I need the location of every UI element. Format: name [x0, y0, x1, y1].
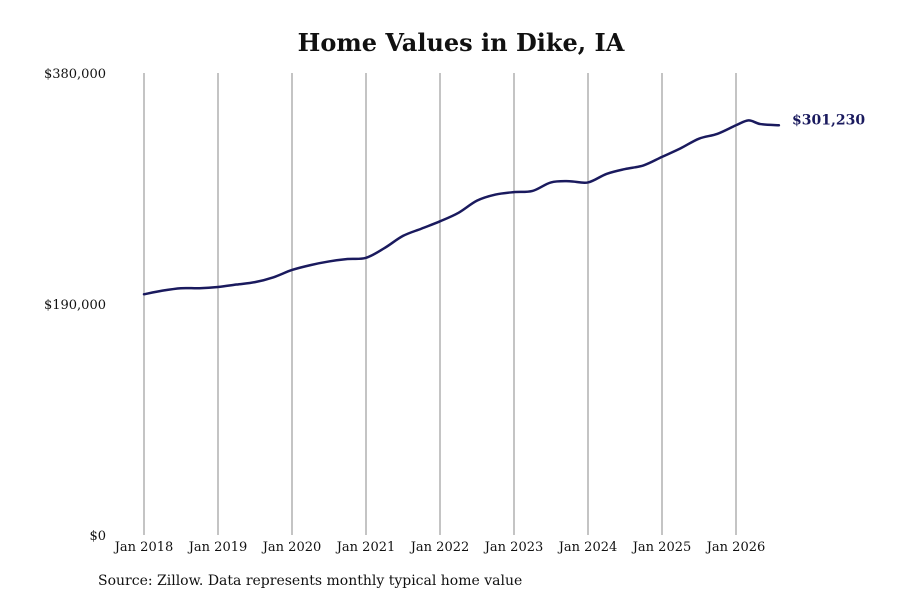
gridlines — [143, 73, 737, 535]
x-tick-label-3: Jan 2021 — [335, 540, 396, 555]
source-note: Source: Zillow. Data represents monthly … — [98, 573, 523, 589]
x-tick-label-1: Jan 2019 — [187, 540, 248, 555]
x-tick-label-2: Jan 2020 — [261, 540, 322, 555]
x-tick-label-8: Jan 2026 — [705, 540, 766, 555]
x-axis-ticks: Jan 2018 Jan 2019 Jan 2020 Jan 2021 Jan 2022… — [113, 540, 766, 555]
y-tick-label-0: $0 — [89, 529, 106, 544]
x-tick-label-6: Jan 2024 — [557, 540, 618, 555]
x-tick-label-0: Jan 2018 — [113, 540, 174, 555]
label-layer: $301,230 — [792, 112, 865, 128]
y-tick-label-2: $380,000 — [44, 67, 106, 82]
x-tick-label-7: Jan 2025 — [631, 540, 692, 555]
x-tick-label-5: Jan 2023 — [483, 540, 544, 555]
y-axis-ticks: $0 $190,000 $380,000 — [44, 67, 106, 544]
end-value-label: $301,230 — [792, 112, 865, 128]
chart-title: Home Values in Dike, IA — [297, 28, 625, 57]
series-line-0 — [142, 119, 781, 296]
series-layer — [142, 119, 781, 296]
x-tick-label-4: Jan 2022 — [409, 540, 470, 555]
y-tick-label-1: $190,000 — [44, 298, 106, 313]
